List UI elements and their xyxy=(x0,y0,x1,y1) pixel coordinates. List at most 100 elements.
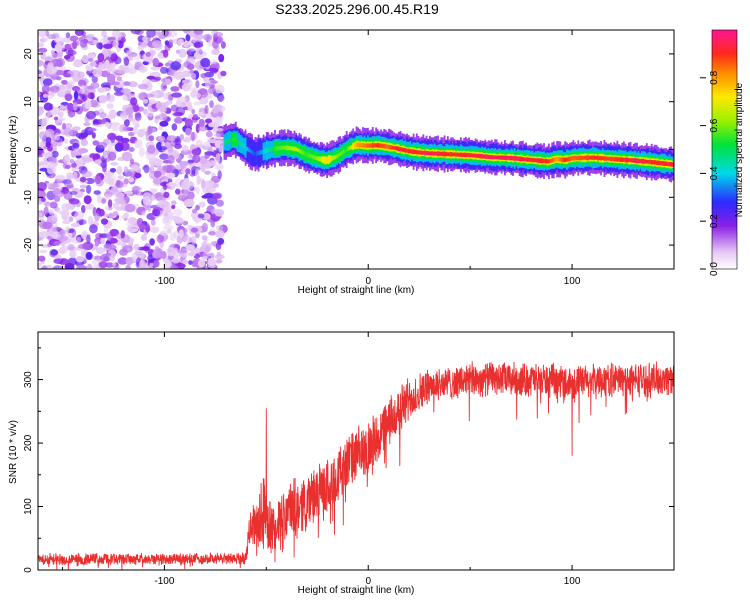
noise-blob xyxy=(174,217,184,225)
signal-track-cell xyxy=(354,143,356,148)
noise-blob xyxy=(107,144,113,153)
signal-track-cell xyxy=(500,155,503,160)
noise-blob xyxy=(179,134,184,140)
noise-blob xyxy=(38,212,43,218)
noise-blob xyxy=(195,80,200,89)
noise-blob xyxy=(109,168,117,173)
noise-blob xyxy=(184,118,193,129)
signal-track-cell xyxy=(507,156,510,160)
signal-track-cell xyxy=(528,157,531,162)
signal-track-cell xyxy=(592,155,594,160)
signal-track-cell xyxy=(593,155,596,160)
noise-blob xyxy=(43,206,49,216)
noise-blob xyxy=(145,51,151,57)
signal-track-cell xyxy=(590,155,593,160)
signal-track-cell xyxy=(610,156,612,162)
signal-track-cell xyxy=(455,152,457,157)
snr-xlabel: Height of straight line (km) xyxy=(298,585,415,596)
signal-track-cell xyxy=(394,146,397,150)
signal-track-cell xyxy=(243,144,245,149)
noise-blob xyxy=(173,117,184,124)
signal-track-cell xyxy=(443,151,446,157)
signal-track-cell xyxy=(326,157,328,163)
signal-track-cell xyxy=(236,139,239,144)
signal-track-cell xyxy=(375,143,377,148)
noise-blob xyxy=(126,222,133,227)
noise-blob xyxy=(66,184,75,189)
noise-blob xyxy=(109,122,121,127)
signal-track-cell xyxy=(419,150,421,155)
noise-blob xyxy=(201,235,208,241)
noise-blob xyxy=(114,192,125,199)
signal-track-cell xyxy=(358,142,361,148)
signal-track-cell xyxy=(301,150,304,155)
signal-track-cell xyxy=(316,156,319,161)
noise-blob xyxy=(214,163,224,171)
noise-blob xyxy=(122,95,128,101)
signal-track-cell xyxy=(561,157,563,163)
noise-blob xyxy=(217,170,222,180)
noise-blob xyxy=(208,86,216,95)
noise-blob xyxy=(77,71,85,79)
noise-blob xyxy=(198,201,206,208)
noise-blob xyxy=(104,193,112,200)
noise-blob xyxy=(158,136,166,141)
signal-track-cell xyxy=(275,146,278,151)
noise-blob xyxy=(148,135,155,142)
signal-track-cell xyxy=(438,151,441,156)
noise-blob xyxy=(215,259,223,264)
noise-blob xyxy=(192,154,201,164)
noise-blob xyxy=(68,198,80,205)
noise-blob xyxy=(120,230,126,239)
noise-blob xyxy=(99,112,107,119)
noise-blob xyxy=(125,264,131,269)
signal-track-cell xyxy=(657,160,660,166)
signal-track-cell xyxy=(605,156,607,161)
colorbar-label: Normalized spectral amplitude xyxy=(734,82,745,217)
signal-track-cell xyxy=(588,155,591,160)
noise-blob xyxy=(89,224,98,234)
noise-blob xyxy=(190,227,199,233)
signal-track-cell xyxy=(580,155,583,161)
colorbar: 0.0 0.2 0.4 0.6 0.8 Normalized spectral ampl… xyxy=(700,29,745,276)
signal-track-cell xyxy=(415,150,418,155)
noise-blob xyxy=(67,80,76,85)
noise-blob xyxy=(215,229,225,239)
noise-blob xyxy=(83,157,94,163)
noise-blob xyxy=(220,41,226,49)
noise-blob xyxy=(61,79,68,85)
snr-frame xyxy=(37,331,675,571)
noise-blob xyxy=(210,63,218,69)
noise-blob xyxy=(86,33,95,39)
signal-track-cell xyxy=(474,153,477,158)
signal-track-cell xyxy=(623,157,625,162)
noise-blob xyxy=(211,48,220,56)
noise-blob xyxy=(198,126,208,132)
noise-blob xyxy=(128,81,138,88)
signal-track-cell xyxy=(256,151,258,156)
signal-track-cell xyxy=(616,157,619,162)
signal-track-cell xyxy=(601,156,604,161)
noise-blob xyxy=(202,251,210,260)
signal-track-cell xyxy=(499,155,501,160)
noise-blob xyxy=(175,100,182,107)
noise-blob xyxy=(75,256,85,263)
noise-blob xyxy=(183,136,192,143)
noise-blob xyxy=(207,159,218,164)
signal-track-cell xyxy=(572,155,575,161)
noise-blob xyxy=(152,209,161,217)
noise-blob xyxy=(86,85,94,90)
noise-blob xyxy=(42,93,48,98)
signal-track-cell xyxy=(241,142,244,148)
signal-track-cell xyxy=(386,144,389,149)
noise-blob xyxy=(216,225,224,231)
noise-blob xyxy=(93,190,101,195)
signal-track-cell xyxy=(538,158,540,164)
noise-blob xyxy=(220,70,227,77)
signal-track-cell xyxy=(521,157,524,162)
signal-track-cell xyxy=(269,147,271,153)
noise-blob xyxy=(104,121,110,128)
noise-blob xyxy=(92,68,103,78)
